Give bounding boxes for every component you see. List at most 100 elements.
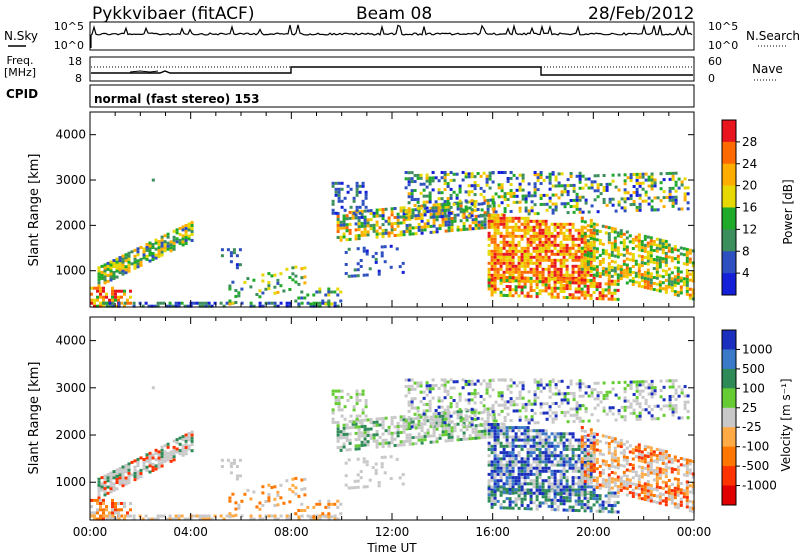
power-cell <box>619 274 623 278</box>
velocity-cell <box>357 437 361 441</box>
velocity-cell <box>625 456 629 459</box>
velocity-cell <box>381 442 385 445</box>
power-cell <box>541 280 545 284</box>
velocity-cell <box>668 404 672 408</box>
velocity-cell <box>619 479 623 483</box>
power-cell <box>499 246 503 250</box>
power-cell <box>261 273 265 277</box>
velocity-cell <box>423 435 427 438</box>
power-cell <box>580 237 584 241</box>
power-cell <box>589 228 593 232</box>
power-cell <box>632 203 636 206</box>
power-cell <box>102 304 105 308</box>
velocity-cell <box>586 449 590 453</box>
power-cell <box>622 271 626 275</box>
velocity-cell <box>589 447 593 450</box>
velocity-cell <box>566 398 570 402</box>
velocity-cell <box>580 488 584 492</box>
power-cell <box>631 271 635 274</box>
velocity-cell <box>548 380 552 384</box>
velocity-cell <box>294 512 298 516</box>
velocity-cell <box>505 476 509 480</box>
velocity-cell <box>517 506 521 510</box>
velocity-cell <box>496 479 500 483</box>
velocity-cell <box>547 498 551 502</box>
velocity-cell <box>608 406 612 410</box>
power-cell <box>607 238 611 242</box>
velocity-cell <box>535 429 539 433</box>
velocity-cell <box>330 515 334 519</box>
power-cell <box>502 258 506 262</box>
velocity-cell <box>380 455 384 459</box>
velocity-cell <box>449 402 453 406</box>
power-cell <box>652 258 656 261</box>
velocity-cell <box>547 444 551 448</box>
velocity-cell <box>336 505 340 509</box>
velocity-cell <box>129 514 132 518</box>
power-cell <box>447 229 451 233</box>
power-cell <box>595 282 599 286</box>
velocity-cell <box>461 386 465 390</box>
velocity-cell <box>578 382 582 386</box>
power-cell <box>288 301 292 305</box>
velocity-cell <box>231 492 235 496</box>
velocity-cell <box>574 499 578 503</box>
velocity-cell <box>626 383 630 387</box>
velocity-cell <box>108 514 112 518</box>
power-cell <box>378 208 382 212</box>
power-cell <box>432 224 436 228</box>
velocity-cell <box>103 480 107 484</box>
power-cell <box>580 216 584 220</box>
power-cell <box>497 186 501 190</box>
power-cell <box>490 261 494 265</box>
power-cell <box>536 179 540 183</box>
power-cell <box>464 172 468 176</box>
velocity-cell <box>625 468 629 472</box>
velocity-cell <box>527 418 531 422</box>
power-cell <box>541 258 545 262</box>
velocity-cell <box>571 493 575 497</box>
power-cell <box>565 296 569 300</box>
velocity-cell <box>378 442 382 446</box>
velocity-cell <box>470 382 474 386</box>
velocity-cell <box>592 450 596 454</box>
velocity-cell <box>572 398 576 402</box>
power-cell <box>115 260 119 264</box>
power-cell <box>375 208 379 212</box>
power-cell <box>493 270 497 274</box>
velocity-cell <box>419 415 423 419</box>
velocity-cell <box>602 394 606 397</box>
freq-trace <box>91 66 693 76</box>
power-cell <box>544 228 548 232</box>
power-cell <box>190 230 194 233</box>
power-cell <box>496 228 500 232</box>
power-cell <box>477 202 481 206</box>
power-cell <box>127 263 131 267</box>
power-cell <box>577 237 581 241</box>
velocity-cell <box>428 406 432 409</box>
power-cell <box>479 192 483 196</box>
power-cell <box>402 212 406 216</box>
power-cell <box>562 273 566 277</box>
velocity-cell <box>404 419 408 423</box>
velocity-cell <box>650 392 654 396</box>
power-cell <box>577 231 581 235</box>
velocity-cell <box>623 390 627 394</box>
power-cell <box>658 244 662 248</box>
power-cell <box>346 190 350 194</box>
velocity-cell <box>238 474 242 478</box>
power-cell <box>542 202 546 206</box>
power-cell <box>592 282 596 285</box>
power-cell <box>166 232 170 236</box>
power-cell <box>288 288 292 291</box>
velocity-cell <box>297 515 301 519</box>
velocity-cell <box>629 411 633 415</box>
power-cell <box>568 252 572 256</box>
power-cell <box>183 304 187 308</box>
velocity-cell <box>601 481 605 485</box>
power-cell <box>491 171 495 174</box>
power-cell <box>583 281 587 285</box>
velocity-cell <box>571 505 575 509</box>
power-cell <box>453 216 457 220</box>
power-cell <box>595 256 599 260</box>
